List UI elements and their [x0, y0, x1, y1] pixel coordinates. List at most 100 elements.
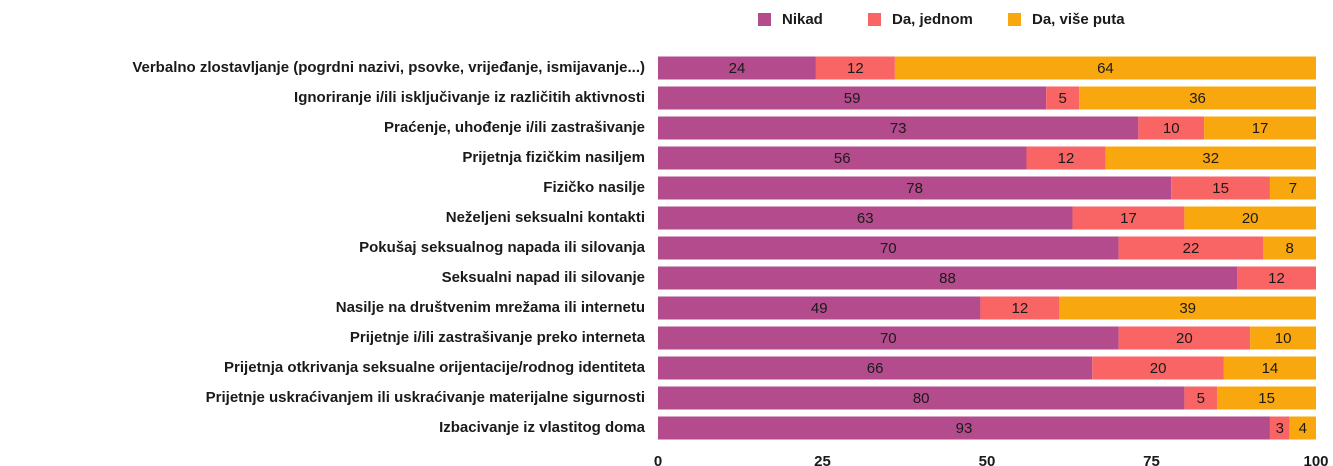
- value-label: 5: [1197, 390, 1205, 407]
- value-label: 15: [1212, 180, 1229, 197]
- bar-segment: [658, 416, 1270, 440]
- bar-segment: [658, 116, 1139, 140]
- bar-segment: [658, 56, 816, 80]
- x-tick-label: 25: [814, 453, 831, 466]
- legend-swatch: [868, 13, 881, 26]
- x-tick-label: 0: [654, 453, 662, 466]
- value-label: 70: [880, 240, 897, 257]
- legend-label: Da, jednom: [892, 11, 973, 28]
- category-label: Neželjeni seksualni kontakti: [446, 209, 645, 226]
- value-label: 20: [1242, 210, 1259, 227]
- value-label: 12: [847, 60, 864, 77]
- bar-segment: [1118, 326, 1251, 350]
- bar-segment: [1269, 416, 1290, 440]
- value-label: 73: [890, 120, 907, 137]
- legend-swatch: [758, 13, 771, 26]
- value-label: 20: [1150, 360, 1167, 377]
- value-label: 12: [1012, 300, 1029, 317]
- bar-segment: [1237, 266, 1316, 290]
- bar-segment: [1289, 416, 1316, 440]
- value-label: 24: [729, 60, 746, 77]
- value-label: 32: [1202, 150, 1219, 167]
- value-label: 3: [1276, 420, 1284, 437]
- legend-swatch: [1008, 13, 1021, 26]
- category-label: Prijetnja fizičkim nasiljem: [462, 149, 645, 166]
- value-label: 14: [1262, 360, 1279, 377]
- value-label: 8: [1286, 240, 1294, 257]
- bar-segment: [658, 236, 1119, 260]
- value-label: 15: [1258, 390, 1275, 407]
- category-label: Verbalno zlostavljanje (pogrdni nazivi, …: [132, 59, 645, 76]
- bar-segment: [1184, 386, 1218, 410]
- category-label: Nasilje na društvenim mrežama ili intern…: [336, 299, 645, 316]
- value-label: 63: [857, 210, 874, 227]
- category-label: Seksualni napad ili silovanje: [442, 269, 645, 286]
- category-label: Prijetnje i/ili zastrašivanje preko inte…: [350, 329, 646, 346]
- bar-segment: [1059, 296, 1316, 320]
- x-tick-label: 100: [1303, 453, 1328, 466]
- bar-segment: [1118, 236, 1264, 260]
- legend-label: Da, više puta: [1032, 11, 1125, 28]
- bar-segment: [1138, 116, 1205, 140]
- bar-segment: [980, 296, 1060, 320]
- bar-segment: [1092, 356, 1224, 380]
- bar-segment: [658, 326, 1119, 350]
- value-label: 39: [1179, 300, 1196, 317]
- bar-segment: [1184, 206, 1316, 230]
- bar-segment: [1204, 116, 1316, 140]
- value-label: 7: [1289, 180, 1297, 197]
- bar-segment: [658, 386, 1185, 410]
- bar-segment: [658, 266, 1238, 290]
- bar-segment: [1263, 236, 1316, 260]
- value-label: 70: [880, 330, 897, 347]
- legend-label: Nikad: [782, 11, 823, 28]
- value-label: 20: [1176, 330, 1193, 347]
- value-label: 12: [1058, 150, 1075, 167]
- bar-segment: [658, 146, 1027, 170]
- value-label: 22: [1183, 240, 1200, 257]
- bar-segment: [658, 356, 1093, 380]
- x-tick-label: 75: [1143, 453, 1160, 466]
- bar-segment: [1046, 86, 1080, 110]
- bar-segment: [1171, 176, 1270, 200]
- value-label: 17: [1120, 210, 1137, 227]
- bar-segment: [815, 56, 895, 80]
- category-label: Izbacivanje iz vlastitog doma: [439, 419, 646, 436]
- bar-segment: [1105, 146, 1316, 170]
- value-label: 10: [1163, 120, 1180, 137]
- bar-segment: [1223, 356, 1316, 380]
- category-label: Pokušaj seksualnog napada ili silovanja: [359, 239, 646, 256]
- value-label: 10: [1275, 330, 1292, 347]
- category-label: Ignoriranje i/ili isključivanje iz razli…: [294, 89, 645, 106]
- value-label: 88: [939, 270, 956, 287]
- bar-segment: [658, 176, 1172, 200]
- value-label: 4: [1299, 420, 1307, 437]
- category-label: Prijetnja otkrivanja seksualne orijentac…: [224, 359, 646, 376]
- value-label: 12: [1268, 270, 1285, 287]
- value-label: 59: [844, 90, 861, 107]
- x-tick-label: 50: [979, 453, 996, 466]
- bar-segment: [1269, 176, 1316, 200]
- value-label: 49: [811, 300, 828, 317]
- category-label: Fizičko nasilje: [543, 179, 645, 196]
- category-label: Prijetnje uskraćivanjem ili uskraćivanje…: [206, 389, 645, 406]
- value-label: 78: [906, 180, 923, 197]
- bar-segment: [894, 56, 1316, 80]
- bar-segment: [1026, 146, 1106, 170]
- value-label: 17: [1252, 120, 1269, 137]
- value-label: 5: [1058, 90, 1066, 107]
- bar-segment: [1217, 386, 1316, 410]
- bar-segment: [658, 296, 981, 320]
- bar-segment: [658, 206, 1073, 230]
- bar-segment: [1079, 86, 1316, 110]
- value-label: 80: [913, 390, 930, 407]
- value-label: 93: [956, 420, 973, 437]
- bar-segment: [1072, 206, 1185, 230]
- bar-segment: [1250, 326, 1316, 350]
- value-label: 66: [867, 360, 884, 377]
- value-label: 36: [1189, 90, 1206, 107]
- bar-segment: [658, 86, 1047, 110]
- value-label: 64: [1097, 60, 1114, 77]
- category-label: Praćenje, uhođenje i/ili zastrašivanje: [384, 119, 645, 136]
